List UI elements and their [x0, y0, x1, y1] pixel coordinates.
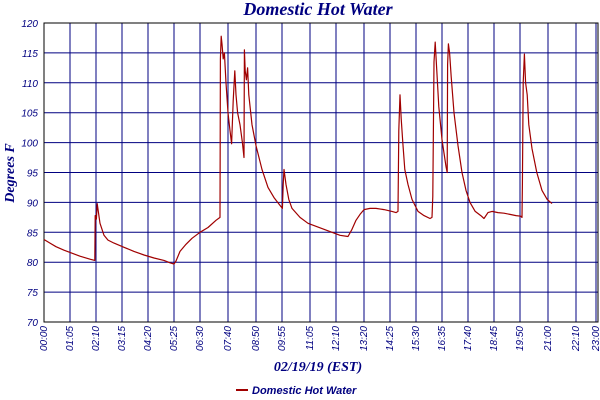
x-tick-label: 03:15 [117, 326, 128, 351]
x-tick-label: 09:55 [277, 326, 288, 351]
x-tick-label: 21:00 [543, 326, 554, 352]
grid [44, 23, 598, 322]
y-tick-label: 115 [22, 49, 38, 60]
x-tick-label: 08:50 [251, 326, 262, 351]
y-tick-label: 75 [27, 288, 39, 299]
x-tick-label: 04:20 [143, 326, 154, 351]
x-tick-label: 12:10 [331, 326, 342, 351]
x-tick-label: 07:40 [223, 326, 234, 351]
y-tick-label: 100 [21, 139, 38, 150]
y-tick-label: 80 [27, 258, 39, 269]
y-tick-label: 95 [27, 169, 39, 180]
x-tick-label: 22:10 [571, 326, 582, 352]
x-tick-label: 15:30 [411, 326, 422, 351]
y-tick-labels: 70 75 80 85 90 95 100 105 110 115 120 [21, 19, 38, 329]
y-tick-label: 85 [27, 228, 39, 239]
legend-label: Domestic Hot Water [252, 385, 357, 397]
x-tick-label: 17:40 [463, 326, 474, 351]
x-tick-label: 00:00 [39, 326, 50, 351]
x-tick-label: 11:05 [305, 326, 316, 351]
plot-border [43, 22, 599, 323]
x-tick-label: 19:50 [515, 326, 526, 351]
x-tick-label: 14:25 [385, 326, 396, 351]
y-tick-label: 120 [21, 19, 38, 30]
x-tick-label: 02:10 [91, 326, 102, 351]
x-tick-labels: 00:00 01:05 02:10 03:15 04:20 05:25 06:30 07:40… [39, 326, 600, 352]
series-line [43, 35, 553, 265]
x-tick-label: 23:00 [591, 326, 600, 352]
series-domestic-hot-water [43, 35, 553, 265]
x-tick-label: 06:30 [195, 326, 206, 351]
y-tick-label: 90 [27, 198, 39, 209]
x-tick-label: 01:05 [65, 326, 76, 351]
x-axis-label: 02/19/19 (EST) [274, 360, 362, 375]
x-tick-label: 16:35 [437, 326, 448, 351]
y-tick-label: 70 [27, 318, 39, 329]
x-tick-label: 13:20 [359, 326, 370, 351]
x-tick-label: 05:25 [169, 326, 180, 351]
y-tick-label: 110 [22, 79, 38, 90]
legend: Domestic Hot Water [236, 385, 357, 397]
y-axis-label: Degrees F [3, 143, 18, 204]
chart-title: Domestic Hot Water [242, 0, 393, 19]
y-tick-label: 105 [21, 109, 38, 120]
x-tick-label: 18:45 [489, 326, 500, 351]
